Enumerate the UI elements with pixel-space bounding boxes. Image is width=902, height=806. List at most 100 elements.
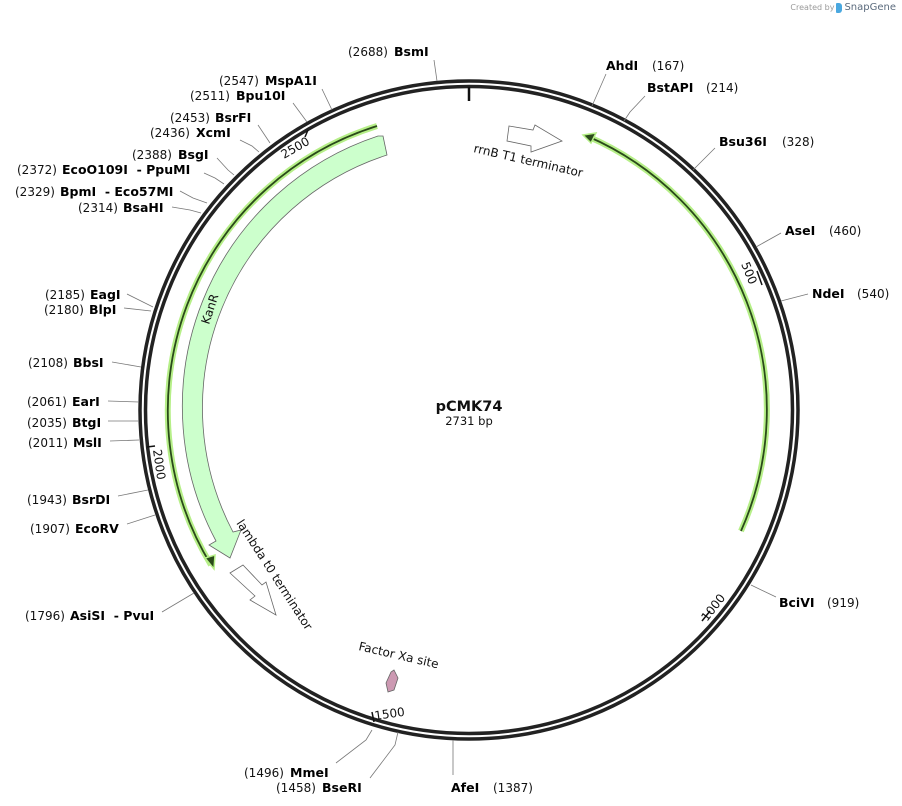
feature-factor-xa-label: Factor Xa site [357, 639, 440, 671]
svg-text:EcoO109I - PpuMI: EcoO109I - PpuMI [62, 162, 190, 177]
svg-text:AsiSI - PvuI: AsiSI - PvuI [70, 608, 154, 623]
svg-text:NdeI: NdeI [812, 286, 845, 301]
enzyme-bbsi[interactable]: (2108) BbsI [28, 355, 104, 370]
enzyme-ecorv[interactable]: (1907) EcoRV [30, 521, 119, 536]
svg-text:BpmI - Eco57MI: BpmI - Eco57MI [60, 184, 173, 199]
enzyme-bcivi[interactable]: BciVI (919) [779, 595, 859, 610]
svg-text:(214): (214) [706, 81, 738, 95]
tick-2000: 2000 [146, 445, 168, 481]
svg-text:(2688): (2688) [348, 45, 388, 59]
svg-text:(2011): (2011) [28, 436, 68, 450]
plasmid-length: 2731 bp [445, 414, 493, 428]
svg-text:BciVI: BciVI [779, 595, 815, 610]
backbone-ring [138, 79, 800, 741]
enzyme-mmei[interactable]: (1496) MmeI [244, 765, 329, 780]
svg-text:(919): (919) [827, 596, 859, 610]
svg-text:(460): (460) [829, 224, 861, 238]
enzyme-bseri[interactable]: (1458) BseRI [276, 780, 362, 795]
enzyme-eagi[interactable]: (2185) EagI [45, 287, 121, 302]
svg-text:(2314): (2314) [78, 201, 118, 215]
enzyme-bsmi[interactable]: (2688) BsmI [348, 44, 429, 59]
svg-text:Bpu10I: Bpu10I [236, 88, 285, 103]
orf-left-arrow-icon [203, 553, 216, 571]
snapgene-credit: Created by SnapGene [790, 2, 896, 13]
svg-text:BsrFI: BsrFI [215, 110, 251, 125]
svg-text:(1387): (1387) [493, 781, 533, 795]
enzyme-btgi[interactable]: (2035) BtgI [27, 415, 101, 430]
credit-brand: SnapGene [844, 2, 896, 13]
enzyme-asisi-pvui[interactable]: (1796) AsiSI - PvuI [25, 608, 154, 623]
svg-text:(328): (328) [782, 135, 814, 149]
enzyme-asei[interactable]: AseI (460) [785, 223, 861, 238]
orf-right-arrow-icon [581, 132, 598, 145]
svg-text:AseI: AseI [785, 223, 815, 238]
svg-text:(2436): (2436) [150, 126, 190, 140]
svg-text:Bsu36I: Bsu36I [719, 134, 767, 149]
svg-text:EagI: EagI [90, 287, 121, 302]
svg-text:(540): (540) [857, 287, 889, 301]
svg-text:(2180): (2180) [44, 303, 84, 317]
enzyme-bpu10i[interactable]: (2511) Bpu10I [190, 88, 285, 103]
svg-text:(2547): (2547) [219, 74, 259, 88]
svg-text:(2108): (2108) [28, 356, 68, 370]
svg-text:(2388): (2388) [132, 148, 172, 162]
feature-rrnb-t1-terminator[interactable]: rrnB T1 terminator [472, 124, 584, 180]
enzyme-bpmi-eco57mi[interactable]: (2329) BpmI - Eco57MI [15, 184, 173, 199]
enzyme-afei[interactable]: AfeI (1387) [451, 780, 533, 795]
svg-text:AhdI: AhdI [606, 58, 638, 73]
svg-text:BsrDI: BsrDI [72, 492, 110, 507]
orf-left [164, 123, 378, 571]
svg-text:EarI: EarI [72, 394, 100, 409]
svg-text:(2061): (2061) [27, 395, 67, 409]
svg-text:BstAPI: BstAPI [647, 80, 693, 95]
enzyme-xcmi[interactable]: (2436) XcmI [150, 125, 231, 140]
svg-text:BsmI: BsmI [394, 44, 429, 59]
feature-lambda-t0-terminator[interactable]: lambda t0 terminator [229, 517, 315, 633]
plasmid-name: pCMK74 [436, 399, 503, 415]
svg-text:(1796): (1796) [25, 609, 65, 623]
enzyme-eari[interactable]: (2061) EarI [27, 394, 100, 409]
enzyme-bsrfi[interactable]: (2453) BsrFI [170, 110, 251, 125]
svg-text:(1907): (1907) [30, 522, 70, 536]
enzyme-bsrdi[interactable]: (1943) BsrDI [27, 492, 110, 507]
svg-text:(2511): (2511) [190, 89, 230, 103]
svg-text:(2453): (2453) [170, 111, 210, 125]
svg-text:2000: 2000 [150, 448, 168, 480]
enzyme-ahdi[interactable]: AhdI (167) [606, 58, 684, 73]
svg-text:BsaHI: BsaHI [123, 200, 164, 215]
svg-text:(167): (167) [652, 59, 684, 73]
enzyme-bsahi[interactable]: (2314) BsaHI [78, 200, 164, 215]
enzyme-leader-lines [107, 59, 809, 779]
credit-prefix: Created by [790, 3, 835, 12]
svg-text:(2372): (2372) [17, 163, 57, 177]
svg-text:AfeI: AfeI [451, 780, 479, 795]
feature-kanr[interactable]: KanR [181, 135, 388, 559]
enzyme-msli[interactable]: (2011) MslI [28, 435, 102, 450]
svg-text:EcoRV: EcoRV [75, 521, 119, 536]
feature-factor-xa-site[interactable]: Factor Xa site [357, 639, 440, 693]
enzyme-ndei[interactable]: NdeI (540) [812, 286, 889, 301]
svg-text:BlpI: BlpI [89, 302, 116, 317]
svg-text:MslI: MslI [73, 435, 102, 450]
svg-text:(2185): (2185) [45, 288, 85, 302]
svg-text:(2035): (2035) [27, 416, 67, 430]
svg-text:(2329): (2329) [15, 185, 55, 199]
enzyme-bstapi[interactable]: BstAPI (214) [647, 80, 738, 95]
enzyme-bsu36i[interactable]: Bsu36I (328) [719, 134, 814, 149]
enzyme-mspa1i[interactable]: (2547) MspA1I [219, 73, 317, 88]
svg-text:(1943): (1943) [27, 493, 67, 507]
svg-text:1500: 1500 [373, 705, 405, 723]
enzyme-bsgi[interactable]: (2388) BsgI [132, 147, 209, 162]
svg-text:XcmI: XcmI [196, 125, 231, 140]
svg-text:(1496): (1496) [244, 766, 284, 780]
tick-1500: 1500 [371, 705, 406, 723]
enzyme-ecoo109i-ppumi[interactable]: (2372) EcoO109I - PpuMI [17, 162, 190, 177]
svg-text:BbsI: BbsI [73, 355, 104, 370]
orf-right [581, 132, 770, 533]
svg-text:BtgI: BtgI [72, 415, 101, 430]
svg-text:BsgI: BsgI [178, 147, 209, 162]
enzyme-blpi[interactable]: (2180) BlpI [44, 302, 116, 317]
feature-rrnb-label: rrnB T1 terminator [472, 141, 584, 180]
svg-text:MspA1I: MspA1I [265, 73, 317, 88]
